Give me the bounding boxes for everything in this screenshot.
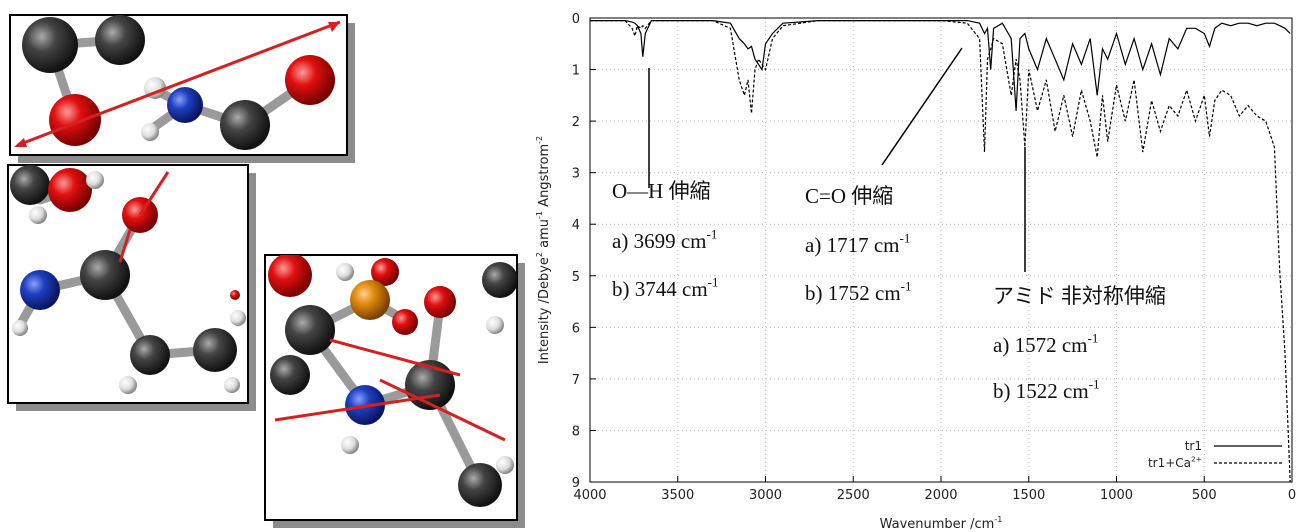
annotation-text: アミド 非対称伸縮 xyxy=(993,284,1166,308)
y-tick-label: 8 xyxy=(572,424,580,439)
y-tick-label: 7 xyxy=(572,373,580,388)
y-tick-label: 2 xyxy=(572,115,580,130)
text-segment: Intensity /Debye xyxy=(537,257,552,364)
y-tick-label: 6 xyxy=(572,321,580,336)
annotation-text: C=O 伸縮 xyxy=(805,184,893,208)
superscript: -1 xyxy=(708,275,719,290)
text-segment: tr1+Ca xyxy=(1148,456,1191,470)
x-tick-label: 0 xyxy=(1288,488,1296,503)
y-axis-label: Intensity /Debye2 amu-1 Angstrom-2 xyxy=(535,136,552,364)
annotation-text: O—H 伸縮 xyxy=(612,179,711,203)
legend-label: tr1 xyxy=(1185,439,1202,453)
y-tick-label: 0 xyxy=(572,12,580,27)
superscript: -1 xyxy=(1089,377,1100,392)
annotation-text: a) 3699 cm-1 xyxy=(612,227,717,253)
text-segment: b) 1752 cm xyxy=(805,281,901,305)
text-segment: a) 1717 cm xyxy=(805,233,899,257)
annotation-text: b) 1522 cm-1 xyxy=(993,377,1100,403)
annotation-text: b) 1752 cm-1 xyxy=(805,279,912,305)
x-tick-label: 4000 xyxy=(573,488,606,503)
y-tick-label: 3 xyxy=(572,167,580,182)
x-tick-label: 3000 xyxy=(749,488,782,503)
superscript: -1 xyxy=(901,279,912,294)
superscript: -1 xyxy=(899,231,910,246)
page: 0123456789400035003000250020001500100050… xyxy=(0,0,1298,532)
y-tick-label: 5 xyxy=(572,270,580,285)
x-tick-label: 2500 xyxy=(837,488,870,503)
superscript: 2+ xyxy=(1191,455,1202,464)
y-tick-label: 4 xyxy=(572,218,580,233)
text-segment: Wavenumber /cm xyxy=(880,517,995,532)
annotation: O—H 伸縮a) 3699 cm-1b) 3744 cm-1 xyxy=(612,68,719,301)
superscript: -1 xyxy=(706,227,717,242)
text-segment: a) 1572 cm xyxy=(993,333,1087,357)
x-tick-label: 1000 xyxy=(1100,488,1133,503)
x-tick-label: 3500 xyxy=(661,488,694,503)
legend-label: tr1+Ca2+ xyxy=(1148,455,1202,470)
superscript: -1 xyxy=(1087,331,1098,346)
text-segment: C=O 伸縮 xyxy=(805,184,893,208)
x-axis-label: Wavenumber /cm-1 xyxy=(880,515,1003,532)
text-segment: b) 3744 cm xyxy=(612,277,708,301)
annotation-text: b) 3744 cm-1 xyxy=(612,275,719,301)
text-segment: b) 1522 cm xyxy=(993,379,1089,403)
annotation-leader xyxy=(882,48,962,165)
text-segment: O—H 伸縮 xyxy=(612,179,711,203)
text-segment: Angstrom xyxy=(537,144,552,211)
x-tick-label: 500 xyxy=(1192,488,1217,503)
y-tick-label: 1 xyxy=(572,64,580,79)
annotation: C=O 伸縮a) 1717 cm-1b) 1752 cm-1 xyxy=(805,48,962,305)
superscript: -1 xyxy=(994,515,1002,524)
text-segment: tr1 xyxy=(1185,439,1202,453)
annotation-text: a) 1717 cm-1 xyxy=(805,231,910,257)
annotation-text: a) 1572 cm-1 xyxy=(993,331,1098,357)
molecule-panels xyxy=(8,15,525,528)
text-segment: アミド 非対称伸縮 xyxy=(993,284,1166,308)
x-tick-label: 2000 xyxy=(924,488,957,503)
series-line xyxy=(590,21,1290,111)
text-segment: amu xyxy=(537,219,552,252)
text-segment: a) 3699 cm xyxy=(612,229,706,253)
superscript: -1 xyxy=(535,211,544,219)
superscript: -2 xyxy=(535,136,544,144)
x-tick-label: 1500 xyxy=(1012,488,1045,503)
